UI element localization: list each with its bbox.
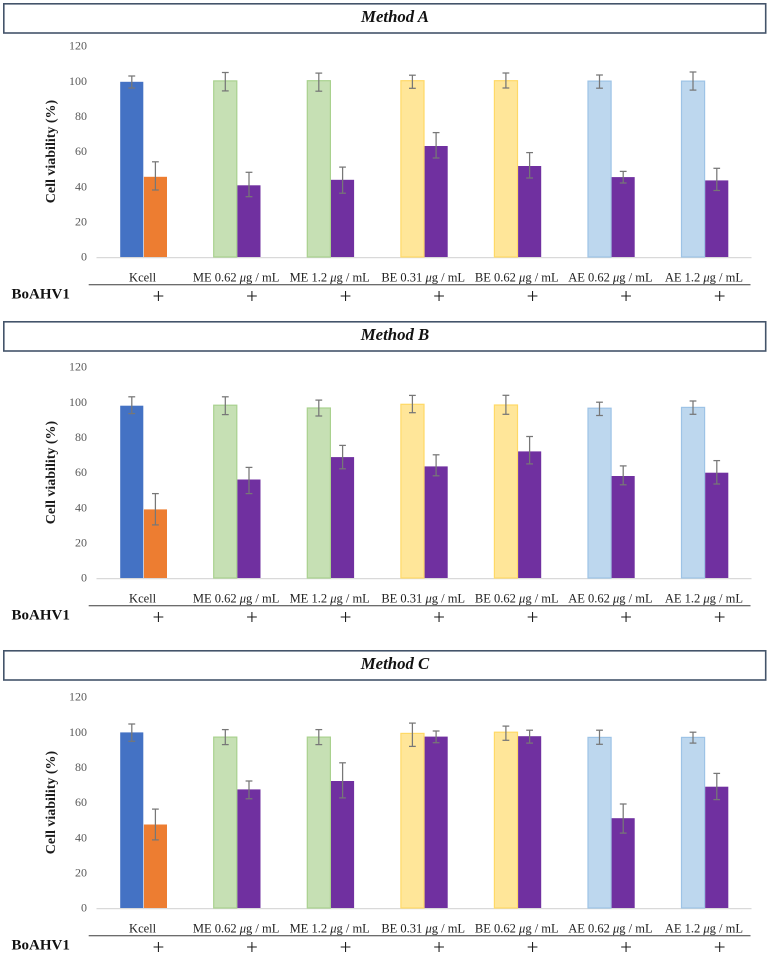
svg-text:40: 40 bbox=[75, 179, 87, 193]
svg-text:80: 80 bbox=[75, 760, 87, 774]
svg-text:100: 100 bbox=[69, 395, 87, 409]
svg-text:60: 60 bbox=[75, 465, 87, 479]
svg-text:120: 120 bbox=[69, 690, 87, 704]
svg-text:AE 1.2 μg / mL: AE 1.2 μg / mL bbox=[665, 591, 743, 605]
svg-text:+: + bbox=[433, 935, 445, 958]
svg-text:Method A: Method A bbox=[360, 7, 429, 26]
svg-text:0: 0 bbox=[81, 250, 87, 264]
svg-text:+: + bbox=[340, 284, 352, 308]
svg-text:Cell viability (%): Cell viability (%) bbox=[44, 99, 59, 203]
svg-text:+: + bbox=[340, 935, 352, 958]
svg-text:BoAHV1: BoAHV1 bbox=[12, 937, 70, 953]
svg-text:+: + bbox=[433, 605, 445, 629]
svg-text:+: + bbox=[714, 284, 726, 308]
svg-text:ME 0.62 μg / mL: ME 0.62 μg / mL bbox=[193, 270, 280, 284]
svg-text:ME 1.2 μg / mL: ME 1.2 μg / mL bbox=[290, 270, 370, 284]
svg-text:20: 20 bbox=[75, 535, 87, 549]
svg-text:Cell viability (%): Cell viability (%) bbox=[44, 750, 59, 854]
svg-text:+: + bbox=[527, 935, 539, 958]
svg-text:Kcell: Kcell bbox=[129, 270, 157, 284]
svg-text:120: 120 bbox=[69, 39, 87, 53]
svg-text:BE 0.62 μg / mL: BE 0.62 μg / mL bbox=[475, 591, 559, 605]
svg-text:100: 100 bbox=[69, 725, 87, 739]
svg-text:40: 40 bbox=[75, 830, 87, 844]
svg-text:ME 0.62 μg / mL: ME 0.62 μg / mL bbox=[193, 591, 280, 605]
svg-text:+: + bbox=[527, 605, 539, 629]
svg-text:+: + bbox=[246, 935, 258, 958]
svg-text:+: + bbox=[152, 605, 164, 629]
svg-text:+: + bbox=[714, 935, 726, 958]
svg-text:120: 120 bbox=[69, 360, 87, 374]
svg-text:+: + bbox=[152, 935, 164, 958]
svg-text:+: + bbox=[246, 284, 258, 308]
svg-text:ME 1.2 μg / mL: ME 1.2 μg / mL bbox=[290, 591, 370, 605]
svg-text:AE 0.62 μg / mL: AE 0.62 μg / mL bbox=[568, 591, 652, 605]
svg-text:BE 0.31 μg / mL: BE 0.31 μg / mL bbox=[381, 270, 465, 284]
svg-text:BE 0.31 μg / mL: BE 0.31 μg / mL bbox=[381, 591, 465, 605]
svg-text:0: 0 bbox=[81, 571, 87, 585]
svg-text:Cell viability (%): Cell viability (%) bbox=[44, 420, 59, 524]
svg-text:BoAHV1: BoAHV1 bbox=[12, 286, 70, 302]
svg-text:BoAHV1: BoAHV1 bbox=[12, 607, 70, 623]
svg-text:+: + bbox=[620, 935, 632, 958]
svg-text:60: 60 bbox=[75, 795, 87, 809]
svg-text:Method B: Method B bbox=[360, 325, 430, 344]
svg-text:BE 0.62 μg / mL: BE 0.62 μg / mL bbox=[475, 270, 559, 284]
svg-text:60: 60 bbox=[75, 144, 87, 158]
svg-text:+: + bbox=[152, 284, 164, 308]
svg-text:20: 20 bbox=[75, 214, 87, 228]
svg-text:Method C: Method C bbox=[360, 654, 430, 673]
svg-text:Kcell: Kcell bbox=[129, 591, 157, 605]
svg-text:40: 40 bbox=[75, 500, 87, 514]
svg-text:80: 80 bbox=[75, 430, 87, 444]
svg-text:BE 0.62 μg / mL: BE 0.62 μg / mL bbox=[475, 921, 559, 935]
svg-text:ME 0.62 μg / mL: ME 0.62 μg / mL bbox=[193, 921, 280, 935]
svg-text:+: + bbox=[620, 284, 632, 308]
svg-text:ME 1.2 μg / mL: ME 1.2 μg / mL bbox=[290, 921, 370, 935]
svg-text:Kcell: Kcell bbox=[129, 921, 157, 935]
svg-text:AE 1.2 μg / mL: AE 1.2 μg / mL bbox=[665, 270, 743, 284]
svg-text:AE 1.2 μg / mL: AE 1.2 μg / mL bbox=[665, 921, 743, 935]
svg-text:+: + bbox=[340, 605, 352, 629]
svg-text:+: + bbox=[246, 605, 258, 629]
svg-text:+: + bbox=[620, 605, 632, 629]
svg-text:BE 0.31 μg / mL: BE 0.31 μg / mL bbox=[381, 921, 465, 935]
svg-text:+: + bbox=[527, 284, 539, 308]
svg-text:0: 0 bbox=[81, 901, 87, 915]
svg-text:AE 0.62 μg / mL: AE 0.62 μg / mL bbox=[568, 270, 652, 284]
svg-text:+: + bbox=[714, 605, 726, 629]
svg-text:80: 80 bbox=[75, 109, 87, 123]
svg-text:AE 0.62 μg / mL: AE 0.62 μg / mL bbox=[568, 921, 652, 935]
svg-text:100: 100 bbox=[69, 74, 87, 88]
svg-text:+: + bbox=[433, 284, 445, 308]
svg-text:20: 20 bbox=[75, 865, 87, 879]
